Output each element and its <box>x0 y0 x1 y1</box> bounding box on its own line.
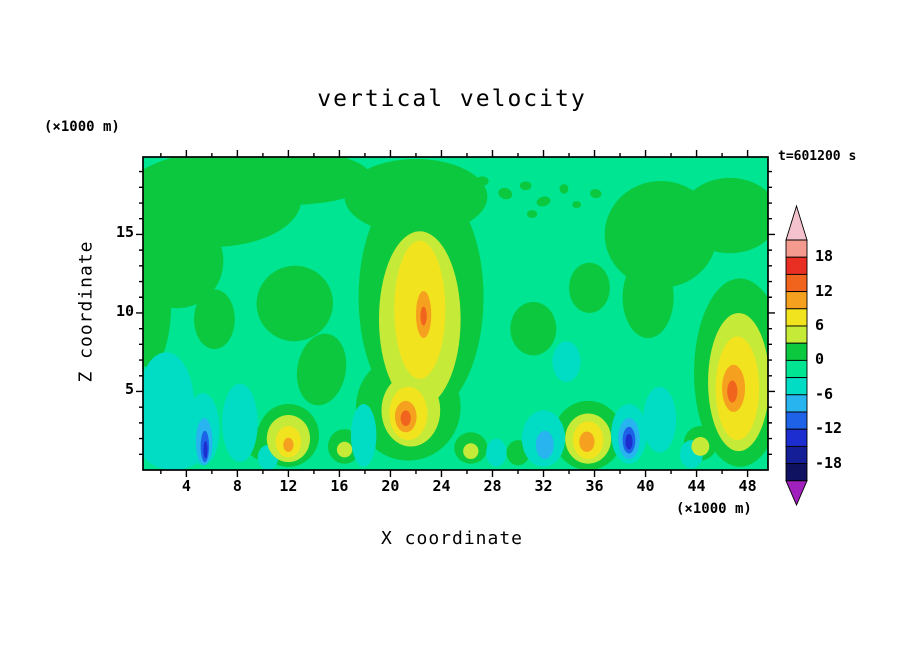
colorbar <box>785 204 808 507</box>
x-tick-label: 4 <box>181 477 191 495</box>
y-axis-units: (×1000 m) <box>44 119 120 135</box>
colorbar-tick-label: 12 <box>815 281 834 300</box>
z-tick-label: 5 <box>124 380 134 399</box>
x-tick-label: 36 <box>585 477 604 495</box>
axis-ticks <box>136 150 775 477</box>
colorbar-tick-label: 18 <box>815 247 834 266</box>
x-tick-label: 32 <box>534 477 553 495</box>
z-tick-label: 15 <box>115 223 134 242</box>
plot-frame <box>142 156 769 471</box>
contour-field <box>143 157 768 470</box>
x-tick-label: 20 <box>381 477 400 495</box>
x-tick-label: 12 <box>279 477 298 495</box>
time-annotation: t=601200 s <box>778 149 857 164</box>
colorbar-tick-label: -18 <box>815 453 843 472</box>
x-axis-label: X coordinate <box>380 528 524 549</box>
colorbar-tick-label: 6 <box>815 316 825 334</box>
x-axis-units: (×1000 m) <box>676 501 752 517</box>
colorbar-tick-label: 0 <box>815 350 825 369</box>
x-tick-label: 48 <box>738 477 757 495</box>
colorbar-above-arrow <box>785 204 808 241</box>
colorbar-tick-label: -6 <box>815 384 834 403</box>
x-tick-label: 44 <box>687 477 706 495</box>
z-tick-label: 10 <box>115 301 134 320</box>
colorbar-below-arrow <box>785 480 808 507</box>
x-tick-label: 24 <box>432 477 451 495</box>
x-tick-label: 8 <box>232 477 242 495</box>
colorbar-tick-label: -12 <box>815 419 843 438</box>
page-title: vertical velocity <box>317 86 587 112</box>
x-tick-label: 16 <box>330 477 349 495</box>
x-tick-label: 28 <box>483 477 502 495</box>
x-tick-label: 40 <box>636 477 655 495</box>
